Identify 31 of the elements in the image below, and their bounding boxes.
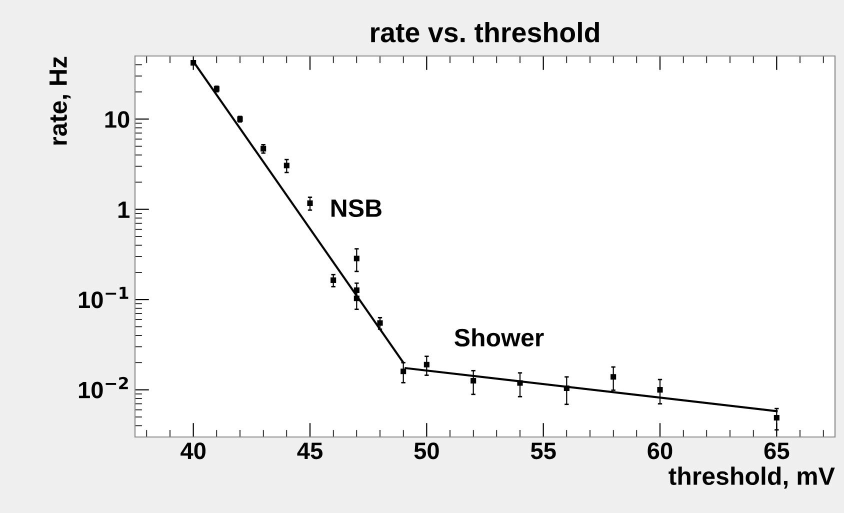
point bbox=[610, 374, 616, 380]
x-axis-title: threshold, mV bbox=[668, 466, 835, 489]
point bbox=[260, 146, 266, 152]
y-tick-label: 1 bbox=[118, 202, 130, 218]
x-tick-label: 50 bbox=[414, 442, 439, 460]
point bbox=[307, 200, 313, 206]
point bbox=[657, 387, 663, 393]
x-tick-label: 45 bbox=[297, 442, 322, 460]
y-tick-label: 10$^{−1}$ bbox=[78, 286, 128, 308]
x-tick-label: 65 bbox=[764, 442, 790, 460]
point bbox=[284, 162, 290, 168]
annotation: Shower bbox=[454, 328, 544, 347]
point bbox=[774, 414, 780, 421]
point bbox=[354, 296, 360, 302]
point bbox=[330, 277, 336, 283]
x-tick-label: 55 bbox=[530, 442, 556, 460]
x-tick-label: 40 bbox=[180, 442, 206, 460]
point bbox=[400, 368, 406, 374]
point bbox=[470, 378, 476, 384]
point bbox=[354, 256, 360, 262]
point bbox=[517, 380, 523, 386]
point bbox=[424, 362, 430, 368]
chart-title: rate vs. threshold bbox=[371, 22, 599, 42]
x-tick-label: 60 bbox=[648, 442, 672, 460]
point bbox=[377, 320, 383, 326]
annotation: NSB bbox=[331, 199, 382, 218]
y-tick-label: 10$^{−2}$ bbox=[78, 376, 128, 398]
y-tick-label: 10 bbox=[105, 111, 130, 128]
point bbox=[564, 386, 570, 392]
y-axis-title: rate, Hz bbox=[50, 56, 71, 145]
point bbox=[190, 60, 196, 66]
